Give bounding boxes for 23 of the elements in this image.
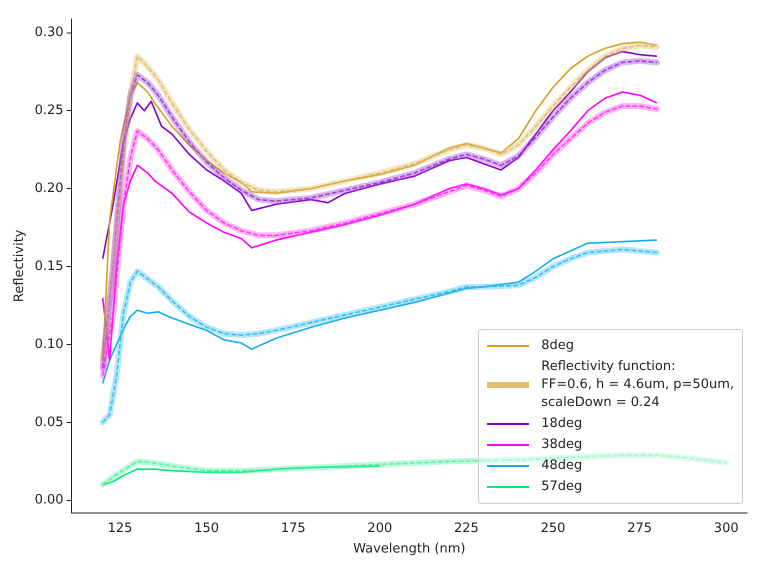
y-tick-label: 0.30 (34, 25, 64, 40)
y-tick-label: 0.20 (34, 181, 64, 196)
x-axis-title: Wavelength (nm) (353, 542, 466, 557)
legend-label: 18deg (541, 415, 582, 433)
x-tick-label: 125 (108, 520, 132, 536)
x-tick-label: 250 (540, 520, 566, 536)
y-tick-label: 0.00 (34, 492, 64, 508)
legend-label: 8deg (541, 337, 574, 355)
x-tick-label: 150 (194, 520, 220, 536)
legend-label: 38deg (541, 436, 582, 454)
x-tick-label: 300 (714, 520, 739, 536)
x-tick-label: 200 (367, 520, 392, 536)
x-tick-label: 175 (280, 520, 306, 536)
y-axis-title: Reflectivity (12, 229, 28, 302)
legend-label: Reflectivity function: FF=0.6, h = 4.6um, p=50um, scaleDown = 0.24 (541, 358, 734, 412)
x-tick-label: 225 (454, 520, 479, 536)
y-tick-label: 0.10 (34, 336, 64, 352)
y-tick-label: 0.05 (34, 414, 64, 430)
x-tick-label: 275 (627, 520, 652, 536)
y-tick-label: 0.15 (34, 258, 64, 274)
y-tick-label: 0.25 (34, 103, 64, 118)
legend-label: 57deg (541, 478, 582, 496)
legend-label: 48deg (541, 457, 582, 475)
